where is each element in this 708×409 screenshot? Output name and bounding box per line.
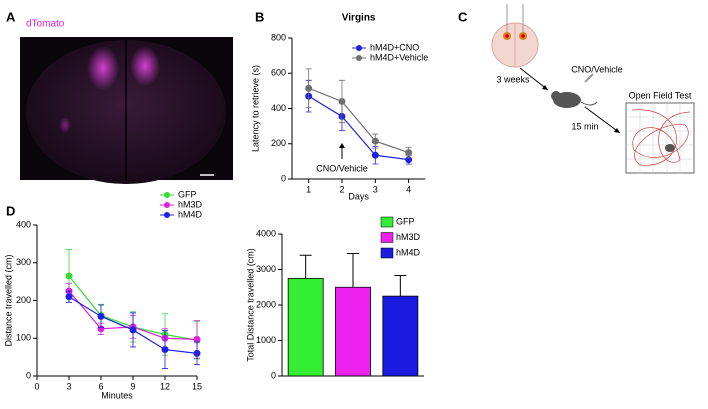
x-axis-label: Days <box>348 191 369 201</box>
diagram-label: Open Field Test <box>629 90 692 100</box>
legend-marker <box>164 192 170 198</box>
y-tick-label: 1000 <box>256 335 276 345</box>
x-tick-label: 9 <box>130 381 135 391</box>
legend-label: hM4D <box>396 247 421 257</box>
legend-swatch <box>380 232 394 243</box>
x-tick-label: 1 <box>306 184 311 194</box>
data-point <box>161 346 169 354</box>
data-point <box>97 312 105 320</box>
legend-marker <box>356 55 362 61</box>
y-tick-label: 400 <box>16 219 31 229</box>
legend-swatch <box>380 247 394 259</box>
data-point <box>305 84 313 92</box>
x-tick-label: 2 <box>339 184 344 194</box>
data-point <box>193 349 201 357</box>
legend-label: hM4D <box>178 209 203 219</box>
diagram-label: CNO/Vehicle <box>571 64 623 74</box>
y-tick-label: 400 <box>271 103 286 113</box>
legend-label: hM4D+CNO <box>370 42 419 52</box>
diagram <box>491 4 695 174</box>
series-line <box>308 95 409 161</box>
y-tick-label: 200 <box>271 138 286 148</box>
x-axis-label: Minutes <box>101 390 133 400</box>
arrow-head <box>338 143 345 148</box>
y-tick-label: 4000 <box>256 228 276 238</box>
data-point <box>129 326 137 334</box>
image-label: dTomato <box>26 19 65 30</box>
y-tick-label: 0 <box>26 370 31 380</box>
x-tick-label: 15 <box>192 381 202 391</box>
micrograph <box>20 37 233 184</box>
bar <box>287 277 324 377</box>
y-tick-label: 2000 <box>256 299 276 309</box>
legend-label: hM3D <box>178 199 203 209</box>
panel-label: B <box>255 9 264 24</box>
data-point <box>371 137 379 145</box>
chart-title: Virgins <box>342 13 376 24</box>
y-tick-label: 200 <box>16 295 31 305</box>
panel-label: D <box>6 203 15 218</box>
error-bar <box>347 253 359 288</box>
legend-marker <box>164 202 170 208</box>
data-point <box>405 149 413 157</box>
y-axis-label: Distance travelled (cm) <box>3 254 13 346</box>
legend-label: hM3D <box>396 232 421 242</box>
bar <box>382 295 419 377</box>
diagram-label: 15 min <box>571 121 598 131</box>
series-line <box>308 87 409 154</box>
y-tick-label: 800 <box>271 32 286 42</box>
data-point <box>371 151 379 159</box>
data-point <box>193 335 201 343</box>
legend-label: hM4D+Vehicle <box>370 52 428 62</box>
error-bar <box>394 275 407 297</box>
y-axis-label: Total Distance travelled (cm) <box>245 248 255 362</box>
annotation: CNO/Vehicle <box>316 163 368 173</box>
legend-marker <box>356 45 362 51</box>
legend-marker <box>164 212 170 218</box>
y-tick-label: 0 <box>271 370 276 380</box>
x-tick-label: 3 <box>373 184 378 194</box>
panel-label: C <box>458 9 468 24</box>
data-point <box>65 272 73 280</box>
bar <box>335 286 371 377</box>
y-tick-label: 0 <box>281 173 286 183</box>
data-point <box>65 293 73 301</box>
x-tick-label: 3 <box>66 381 71 391</box>
y-tick-label: 3000 <box>256 264 276 274</box>
y-tick-label: 600 <box>271 68 286 78</box>
y-tick-label: 100 <box>16 333 31 343</box>
y-axis-label: Latency to retrieve (s) <box>250 65 260 152</box>
data-point <box>338 97 346 105</box>
legend-label: GFP <box>396 216 415 226</box>
diagram-label: 3 weeks <box>496 74 530 84</box>
x-tick-label: 0 <box>34 381 39 391</box>
y-tick-label: 300 <box>16 257 31 267</box>
legend-swatch <box>380 216 394 228</box>
x-tick-label: 12 <box>160 381 170 391</box>
x-tick-label: 4 <box>406 184 411 194</box>
x-tick-label: 6 <box>98 381 103 391</box>
panel-label: A <box>6 9 16 24</box>
legend-label: GFP <box>178 189 197 199</box>
error-bar <box>299 254 312 279</box>
